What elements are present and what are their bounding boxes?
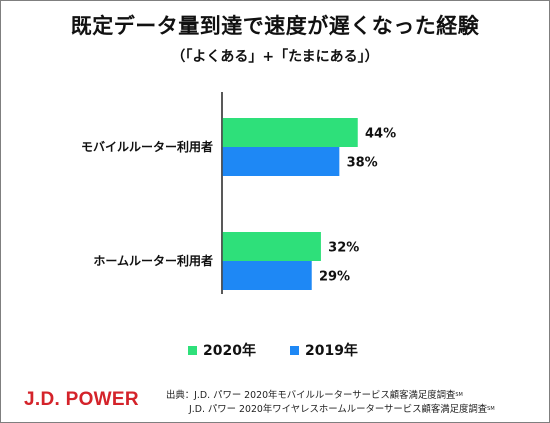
legend-item-2019: 2019年 [289, 340, 358, 360]
legend-label-2020: 2020年 [203, 343, 256, 359]
legend-item-2020: 2020年 [188, 340, 256, 360]
source-line-2: J.D. パワー 2020年ワイヤレスホームルーターサービス顧客満足度調査SM [189, 403, 495, 415]
chart-title: 既定データ量到達で速度が遅くなった経験 [70, 14, 480, 38]
chart-subtitle: （「よくある」+「たまにある」） [171, 49, 379, 65]
bar-2020-2 [222, 232, 321, 261]
bar-2019-2 [222, 261, 312, 290]
legend: 2020年 2019年 [188, 340, 358, 360]
service-mark-1: SM [455, 392, 463, 398]
category-label-1: モバイルルーター利用者 [81, 139, 213, 154]
source-note: 出典：J.D. パワー 2020年モバイルルーターサービス顧客満足度調査SM J… [166, 389, 495, 416]
service-mark-2: SM [487, 405, 495, 412]
data-label-2020-1: 44% [365, 127, 396, 142]
legend-label-2019: 2019年 [304, 343, 358, 359]
category-label-2: ホームルーター利用者 [93, 253, 213, 268]
bar-2020-1 [222, 118, 358, 147]
data-label-2019-1: 38% [347, 156, 378, 171]
data-label-2020-2: 32% [328, 241, 359, 256]
legend-swatch-2020 [188, 345, 197, 355]
jd-power-logo: J.D. POWER [24, 389, 139, 410]
data-label-2019-2: 29% [319, 270, 350, 285]
legend-swatch-2019 [289, 345, 299, 355]
bar-2019-1 [222, 147, 340, 176]
source-line-1: 出典：J.D. パワー 2020年モバイルルーターサービス顧客満足度調査SM [166, 390, 463, 401]
